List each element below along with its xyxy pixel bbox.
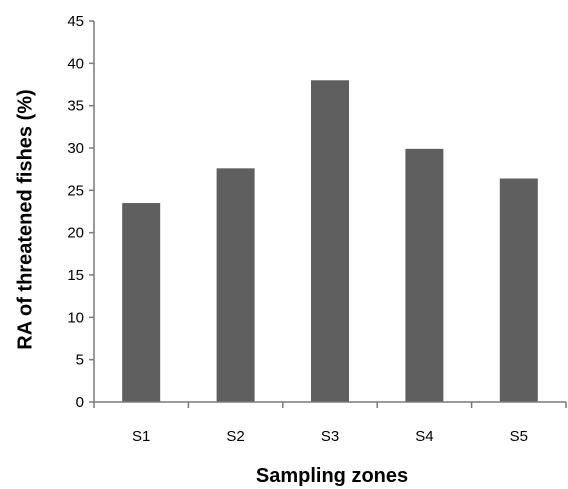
bar-series	[122, 80, 538, 403]
bar-s2	[216, 168, 255, 402]
x-tick-label: S3	[321, 428, 339, 445]
y-tick-label: 35	[67, 98, 84, 115]
x-tick-label: S4	[415, 428, 433, 445]
bar-s4	[405, 148, 444, 402]
y-tick-label: 5	[76, 352, 84, 369]
y-tick-label: 10	[67, 309, 84, 326]
y-tick-label: 20	[67, 225, 84, 242]
bar-s5	[499, 178, 538, 402]
y-tick-label: 15	[67, 267, 84, 284]
x-axis-ticks: S1 S2 S3 S4 S5	[93, 402, 567, 445]
x-axis-title: Sampling zones	[256, 465, 408, 487]
y-tick-label: 25	[67, 182, 84, 199]
y-axis-ticks: 0 5 10 15 20 25 30 35 40 45	[67, 13, 94, 411]
x-tick-label: S1	[132, 428, 150, 445]
y-tick-label: 40	[67, 55, 84, 72]
bar-s3	[311, 80, 349, 403]
y-tick-label: 30	[67, 140, 84, 157]
x-tick-label: S5	[510, 428, 528, 445]
y-tick-label: 0	[76, 394, 84, 411]
x-tick-label: S2	[226, 428, 244, 445]
y-tick-label: 45	[67, 13, 84, 30]
y-axis-title: RA of threatened fishes (%)	[14, 89, 36, 349]
bar-s1	[122, 203, 161, 402]
